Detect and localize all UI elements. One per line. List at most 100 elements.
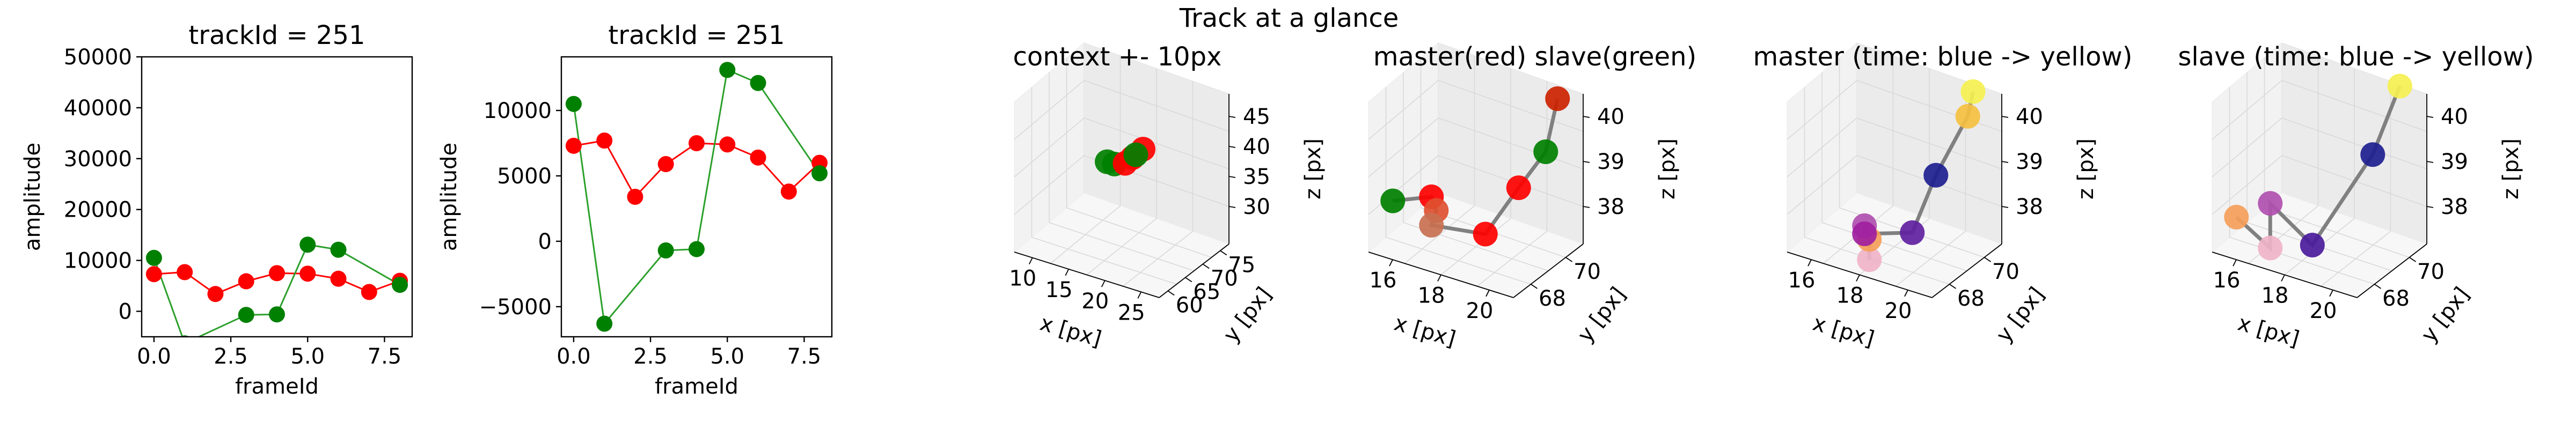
x-tick (1807, 259, 1812, 267)
x-tick (2281, 275, 2285, 282)
data-point (2258, 191, 2283, 216)
x-tick-label: 20 (1885, 299, 1912, 323)
x-tick-label: 16 (2213, 268, 2241, 293)
chart-title: trackId = 251 (188, 20, 365, 50)
y-axis-label: y [px] (1219, 283, 1277, 347)
y-tick-label: 10000 (484, 99, 552, 123)
y-tick-label: 60 (1176, 293, 1203, 318)
x-tick (1856, 275, 1860, 282)
y-axis (1931, 243, 2002, 298)
amplitude-chart-2: 0.0 2.5 5.0 7.5 −5000 0 5000 10000 trackId = 251… (437, 20, 833, 399)
z-tick (2001, 161, 2009, 163)
data-point (780, 183, 797, 200)
chart-title: context +- 10px (1013, 42, 1222, 72)
y-tick-label: 5000 (497, 164, 552, 189)
y-tick-label: 0 (538, 230, 552, 254)
data-point (689, 241, 705, 257)
grid-line (1896, 231, 1966, 287)
data-point (2224, 204, 2249, 230)
y-axis-label: y [px] (1573, 283, 1631, 347)
x-axis-label: x [px] (2235, 311, 2302, 352)
data-point (689, 135, 705, 151)
data-point (207, 286, 224, 302)
z-tick-label: 40 (1243, 135, 1270, 159)
x-tick (2233, 259, 2237, 267)
chart-title: trackId = 251 (608, 20, 785, 50)
z-tick-label: 39 (2016, 150, 2043, 174)
data-point (719, 136, 736, 153)
x-tick-label: 16 (1370, 268, 1397, 293)
grid-line (1014, 117, 1230, 177)
z-tick-label: 39 (2441, 150, 2468, 174)
data-point (657, 156, 674, 173)
x-tick (1437, 275, 1441, 282)
x-tick-label: 15 (1045, 278, 1073, 302)
y-tick-label: 68 (2382, 286, 2410, 311)
z-tick (1228, 146, 1236, 148)
data-point (1473, 221, 1498, 247)
z-tick-label: 40 (2441, 105, 2468, 129)
z-axis-label: z [px] (1655, 138, 1680, 199)
y-tick-label: 70 (2417, 260, 2445, 284)
z-tick (1228, 176, 1236, 178)
grid-line (2264, 207, 2410, 258)
y-axis-label: amplitude (437, 143, 462, 251)
data-point (750, 149, 766, 166)
y-axis-label: y [px] (2417, 283, 2475, 347)
z-axis-label: z [px] (2074, 138, 2098, 199)
master-time-3d-chart: 16 18 20 68 70 38 39 40 x [px] y [px] z [px] master… (1753, 42, 2133, 352)
z-tick-label: 45 (1243, 105, 1270, 129)
y-axis (1159, 243, 1230, 298)
y-tick-label: 0 (119, 300, 132, 324)
x-tick-label: 10 (1009, 267, 1036, 291)
x-tick-label: 7.5 (368, 344, 402, 369)
plot-frame (560, 56, 833, 338)
z-tick-label: 38 (2441, 195, 2468, 219)
x-tick-label: 18 (2262, 284, 2289, 308)
x-tick (1389, 259, 1393, 267)
data-point (1900, 220, 1925, 245)
data-point (811, 165, 828, 182)
z-axis-label: z [px] (2499, 138, 2523, 199)
data-point (361, 284, 377, 300)
x-tick-label: 2.5 (633, 344, 668, 369)
data-point (657, 242, 674, 259)
grid-line (1066, 207, 1212, 258)
y-tick-label: 68 (1957, 286, 1985, 311)
z-tick (1583, 161, 1590, 163)
x-axis-label: frameId (655, 374, 738, 399)
y-tick-label: 70 (1574, 260, 1601, 284)
series-line (573, 69, 821, 326)
data-point (330, 270, 347, 287)
x-tick (1137, 291, 1142, 299)
grid-line (1014, 155, 1230, 215)
x-tick-label: 16 (1788, 268, 1816, 293)
y-tick (2374, 284, 2381, 289)
data-point (719, 62, 736, 78)
z-tick (1583, 206, 1590, 208)
plot-frame (141, 56, 413, 338)
x-tick (1028, 257, 1033, 265)
x-tick-label: 0.0 (137, 344, 171, 369)
data-point (2258, 235, 2283, 261)
x-tick-label: 18 (1418, 284, 1445, 308)
data-point (596, 315, 613, 332)
y-tick (1220, 250, 1227, 256)
data-point (1545, 86, 1570, 111)
grid-line (1014, 80, 1230, 140)
z-tick-label: 40 (1597, 105, 1624, 129)
data-point (565, 137, 582, 154)
data-point (1852, 221, 1877, 247)
x-axis-label: x [px] (1810, 311, 1877, 352)
y-tick (1185, 277, 1192, 283)
y-tick-label: 40000 (64, 96, 132, 121)
y-tick-label: −5000 (479, 295, 552, 320)
grid-line (2212, 155, 2427, 215)
z-tick (2426, 161, 2434, 163)
data-point (2300, 232, 2325, 257)
z-tick (1583, 116, 1590, 118)
y-tick-label: 30000 (64, 147, 132, 172)
y-tick-label: 70 (1992, 260, 2019, 284)
